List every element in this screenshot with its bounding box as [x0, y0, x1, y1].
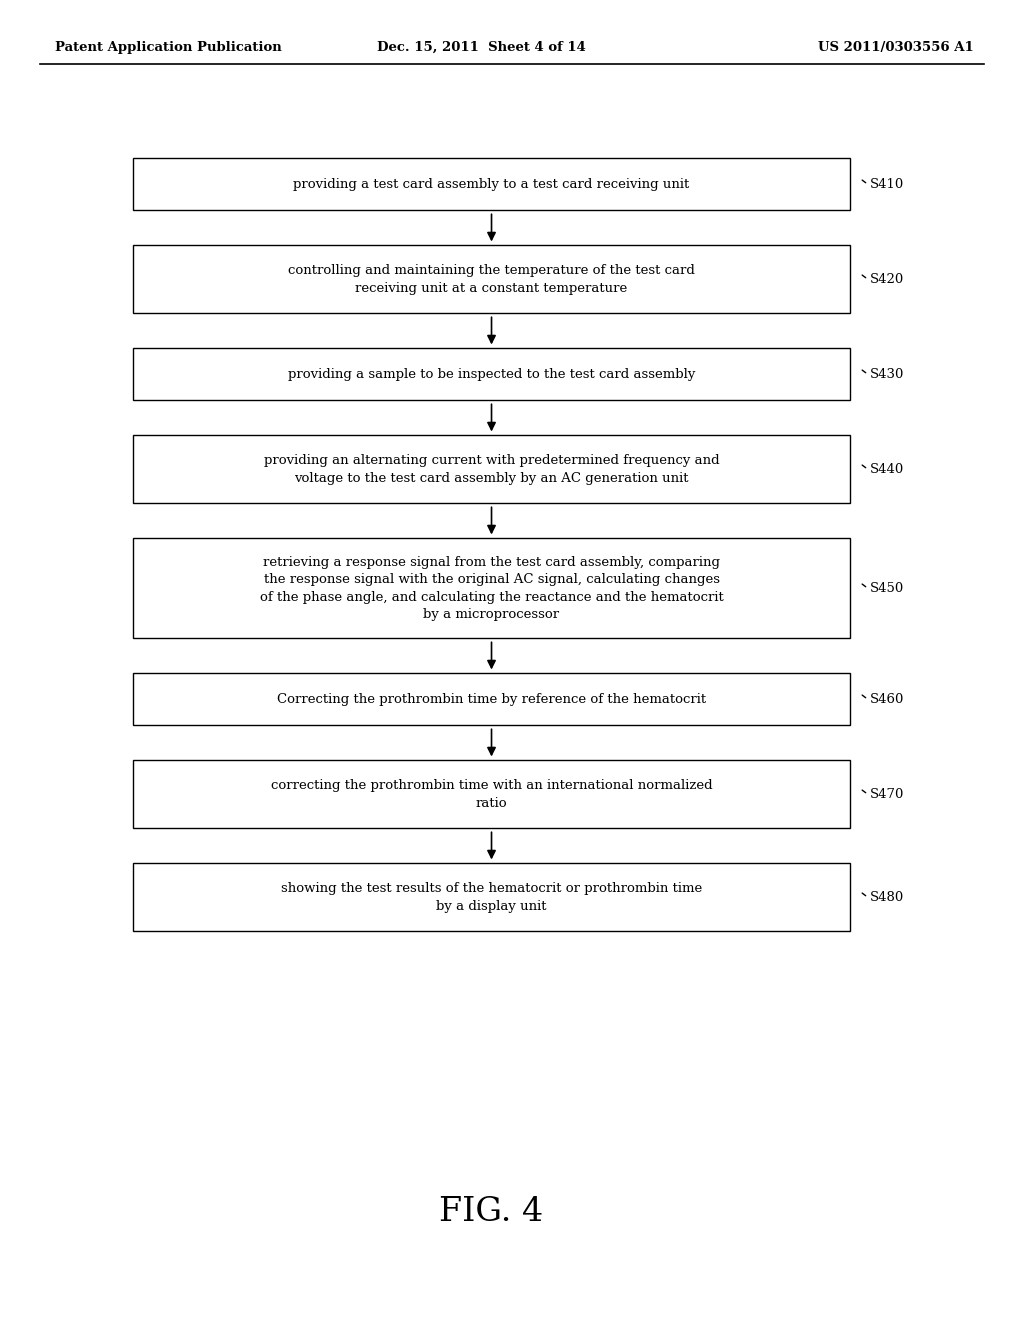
Bar	[133, 539, 850, 639]
Text: retrieving a response signal from the test card assembly, comparing
the response: retrieving a response signal from the te…	[260, 556, 723, 622]
Text: showing the test results of the hematocrit or prothrombin time
by a display unit: showing the test results of the hematocr…	[281, 882, 702, 912]
Bar	[133, 246, 850, 313]
Text: S410: S410	[870, 178, 904, 191]
Text: Patent Application Publication: Patent Application Publication	[55, 41, 282, 54]
Text: S450: S450	[870, 582, 904, 595]
Bar	[133, 158, 850, 210]
Text: S430: S430	[870, 368, 904, 381]
Bar	[133, 863, 850, 932]
Bar	[133, 348, 850, 400]
Text: S420: S420	[870, 273, 904, 286]
Text: US 2011/0303556 A1: US 2011/0303556 A1	[818, 41, 974, 54]
Text: providing an alternating current with predetermined frequency and
voltage to the: providing an alternating current with pr…	[264, 454, 719, 484]
Text: Correcting the prothrombin time by reference of the hematocrit: Correcting the prothrombin time by refer…	[276, 693, 707, 706]
Text: Dec. 15, 2011  Sheet 4 of 14: Dec. 15, 2011 Sheet 4 of 14	[377, 41, 586, 54]
Text: controlling and maintaining the temperature of the test card
receiving unit at a: controlling and maintaining the temperat…	[288, 264, 695, 294]
Bar	[133, 436, 850, 503]
Text: S470: S470	[870, 788, 904, 801]
Bar	[133, 673, 850, 726]
Text: providing a test card assembly to a test card receiving unit: providing a test card assembly to a test…	[294, 178, 689, 191]
Text: FIG. 4: FIG. 4	[439, 1196, 544, 1228]
Text: S480: S480	[870, 891, 904, 904]
Text: S460: S460	[870, 693, 904, 706]
Text: S440: S440	[870, 463, 904, 477]
Bar	[133, 760, 850, 829]
Text: correcting the prothrombin time with an international normalized
ratio: correcting the prothrombin time with an …	[270, 779, 713, 809]
Text: providing a sample to be inspected to the test card assembly: providing a sample to be inspected to th…	[288, 368, 695, 381]
